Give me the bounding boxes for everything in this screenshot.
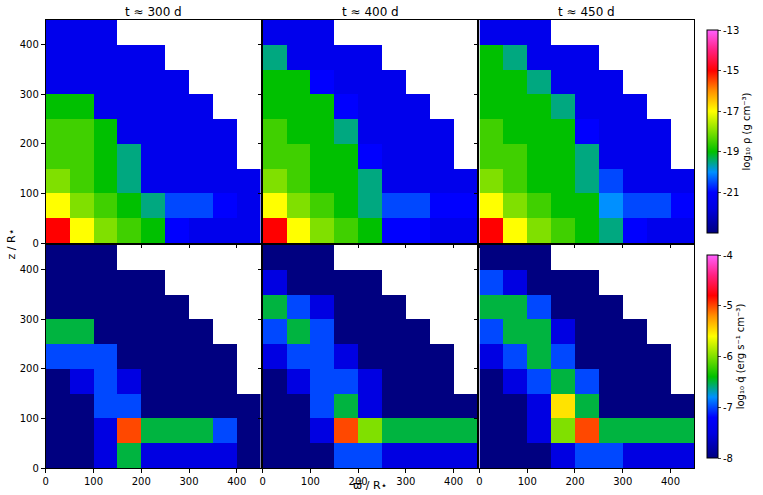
svg-text:200: 200 [20, 138, 39, 149]
svg-text:t ≈ 300 d: t ≈ 300 d [125, 5, 182, 19]
svg-text:0: 0 [32, 463, 38, 474]
svg-text:100: 100 [84, 476, 103, 487]
svg-text:-17: -17 [723, 106, 739, 117]
svg-text:-21: -21 [723, 187, 739, 198]
svg-text:400: 400 [20, 264, 39, 275]
svg-text:0: 0 [259, 476, 265, 487]
svg-text:ϖ̃ / R⋆: ϖ̃ / R⋆ [353, 479, 387, 492]
svg-text:-8: -8 [723, 453, 733, 464]
svg-text:log₁₀ ρ (g cm⁻³): log₁₀ ρ (g cm⁻³) [741, 92, 752, 170]
svg-text:-5: -5 [723, 300, 733, 311]
svg-text:300: 300 [179, 476, 198, 487]
svg-text:200: 200 [565, 476, 584, 487]
svg-text:400: 400 [227, 476, 246, 487]
svg-text:400: 400 [444, 476, 463, 487]
svg-text:300: 300 [396, 476, 415, 487]
svg-text:-6: -6 [723, 351, 733, 362]
svg-text:-13: -13 [723, 25, 739, 36]
svg-text:400: 400 [20, 39, 39, 50]
svg-text:200: 200 [20, 363, 39, 374]
svg-text:100: 100 [518, 476, 537, 487]
svg-text:100: 100 [20, 413, 39, 424]
svg-text:z / R⋆: z / R⋆ [5, 228, 18, 259]
svg-text:t ≈ 400 d: t ≈ 400 d [342, 5, 399, 19]
svg-text:300: 300 [20, 89, 39, 100]
svg-text:log₁₀ q̇ (erg s⁻¹ cm⁻³): log₁₀ q̇ (erg s⁻¹ cm⁻³) [735, 304, 746, 410]
svg-text:0: 0 [32, 238, 38, 249]
svg-text:200: 200 [132, 476, 151, 487]
svg-text:-7: -7 [723, 402, 733, 413]
svg-text:0: 0 [476, 476, 482, 487]
svg-text:400: 400 [661, 476, 680, 487]
svg-text:100: 100 [301, 476, 320, 487]
svg-text:300: 300 [613, 476, 632, 487]
svg-text:-19: -19 [723, 146, 739, 157]
svg-text:100: 100 [20, 188, 39, 199]
svg-text:200: 200 [349, 476, 368, 487]
svg-text:0: 0 [43, 476, 49, 487]
svg-text:300: 300 [20, 314, 39, 325]
svg-text:-15: -15 [723, 65, 739, 76]
svg-text:t ≈ 450 d: t ≈ 450 d [558, 5, 615, 19]
svg-text:-4: -4 [723, 250, 733, 261]
